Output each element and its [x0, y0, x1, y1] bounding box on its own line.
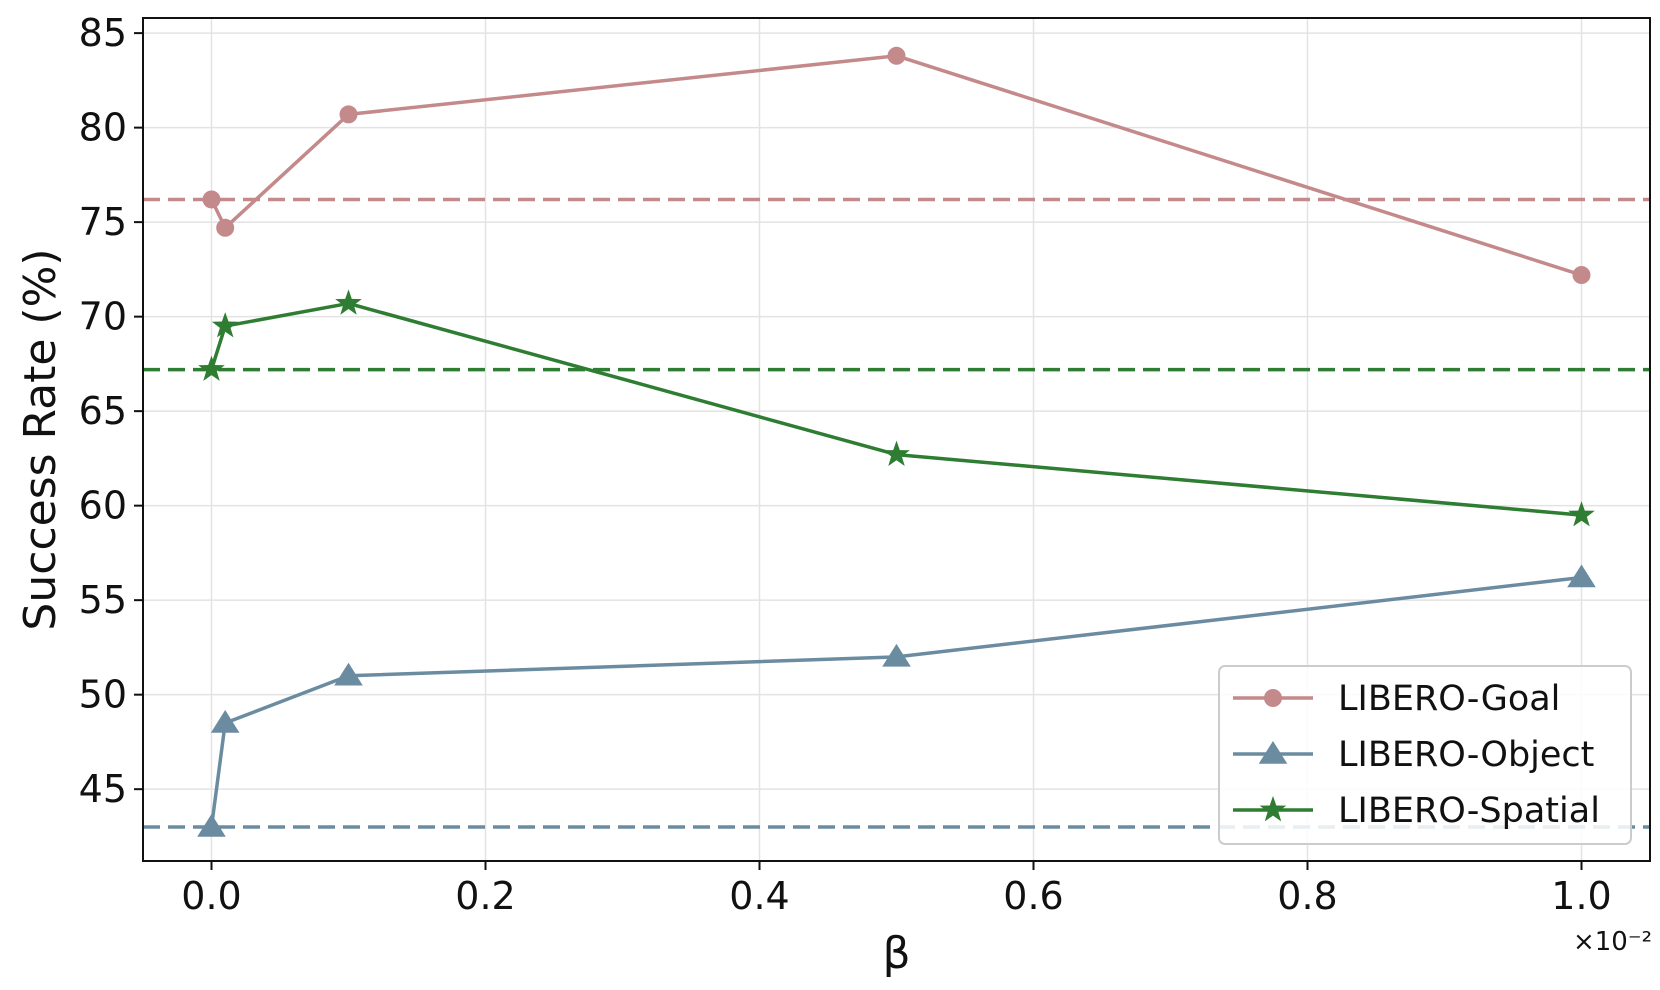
data-point — [882, 643, 911, 667]
legend-entry-label: LIBERO-Goal — [1338, 679, 1560, 719]
x-tick-label: 0.6 — [1003, 874, 1063, 918]
data-point — [1567, 564, 1596, 588]
data-point — [211, 312, 239, 338]
legend-marker — [1258, 741, 1288, 764]
plot-frame — [142, 17, 1651, 862]
data-point — [339, 105, 358, 124]
x-tick-label: 0.8 — [1277, 874, 1337, 918]
data-point — [1572, 266, 1591, 285]
y-tick-label: 75 — [79, 200, 127, 244]
x-axis-label: β — [882, 928, 910, 979]
y-tick-label: 80 — [79, 106, 127, 150]
data-point — [216, 218, 235, 237]
data-point — [334, 662, 363, 686]
y-axis-label: Success Rate (%) — [15, 248, 66, 630]
series-libero-object — [197, 564, 1596, 837]
series-line — [209, 54, 1583, 277]
y-tick-label: 45 — [79, 767, 127, 811]
legend-box — [1218, 665, 1632, 845]
data-point — [883, 440, 910, 466]
series-line — [209, 301, 1582, 517]
x-tick-label: 0.0 — [181, 874, 241, 918]
x-axis-multiplier: ×10⁻² — [1573, 927, 1652, 957]
data-point — [197, 813, 226, 837]
legend-entry-label: LIBERO-Spatial — [1338, 791, 1600, 831]
legend-marker — [1259, 796, 1287, 822]
x-tick-label: 0.4 — [729, 874, 789, 918]
data-point — [1568, 501, 1595, 527]
y-tick-label: 85 — [79, 11, 127, 55]
y-tick-label: 50 — [79, 673, 127, 717]
data-point — [198, 355, 225, 381]
y-tick-label: 70 — [79, 295, 127, 339]
x-axis-ticks: 0.0 0.2 0.4 0.6 0.8 1.0 — [181, 861, 1612, 918]
legend-entry-label: LIBERO-Object — [1338, 735, 1594, 775]
data-point — [887, 46, 906, 65]
legend-marker — [1264, 689, 1282, 707]
series-libero-spatial — [198, 289, 1595, 527]
series-lines — [197, 46, 1596, 837]
data-point — [335, 289, 362, 315]
y-axis-ticks: 45 50 55 60 65 70 75 80 85 — [79, 11, 143, 811]
x-tick-label: 0.2 — [455, 874, 515, 918]
y-tick-label: 60 — [79, 484, 127, 528]
y-tick-label: 55 — [79, 578, 127, 622]
data-point — [202, 190, 221, 209]
x-tick-label: 1.0 — [1551, 874, 1611, 918]
y-tick-label: 65 — [79, 389, 127, 433]
data-point — [210, 710, 240, 733]
legend: LIBERO-Goal LIBERO-Object LIBERO-Spatial — [1218, 665, 1632, 845]
series-libero-goal — [202, 46, 1591, 285]
